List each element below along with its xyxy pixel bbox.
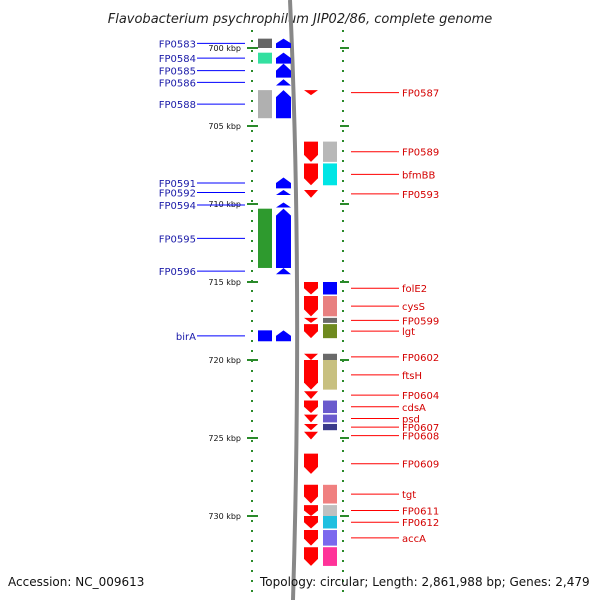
gene-arrow-ftsH[interactable]	[304, 360, 318, 390]
gene-arrow-FP0596[interactable]	[276, 267, 291, 275]
cog-bar	[323, 516, 337, 529]
gene-label[interactable]: FP0587	[402, 89, 439, 100]
cog-bar	[323, 414, 337, 423]
left-gene-track: FP0583FP0584FP0585FP0586FP0588FP0591FP05…	[159, 38, 291, 343]
cog-bar	[323, 484, 337, 504]
cog-bar	[258, 52, 272, 64]
cog-bar	[323, 163, 337, 186]
gene-label[interactable]: FP0602	[402, 353, 439, 364]
map-title: Flavobacterium psychrophilum JIP02/86, c…	[108, 12, 493, 27]
gene-label[interactable]: psd	[402, 415, 420, 426]
gene-arrow-FP0611[interactable]	[304, 505, 318, 516]
gene-arrow-FP0588[interactable]	[276, 90, 291, 119]
cog-bar	[323, 296, 337, 317]
cog-bar	[258, 90, 272, 119]
gene-label[interactable]: FP0594	[159, 201, 196, 212]
gene-label[interactable]: FP0586	[159, 78, 196, 89]
scale-tick-label: 720 kbp	[208, 356, 241, 365]
gene-label[interactable]: FP0593	[402, 190, 439, 201]
gene-arrow-FP0609[interactable]	[304, 453, 318, 474]
gene-label[interactable]: FP0607	[402, 423, 439, 434]
gene-label[interactable]: accA	[402, 534, 426, 545]
topology-text: Topology: circular; Length: 2,861,988 bp…	[259, 575, 590, 589]
cog-bar	[323, 530, 337, 546]
cog-bar	[323, 360, 337, 390]
cog-bar	[323, 141, 337, 162]
gene-label[interactable]: FP0608	[402, 432, 439, 443]
gene-arrow-FP0594[interactable]	[276, 202, 291, 208]
gene-arrow-accA[interactable]	[304, 530, 318, 546]
cog-bar	[323, 353, 337, 360]
gene-arrow-FP0583[interactable]	[276, 38, 291, 48]
gene-label[interactable]: FP0611	[402, 507, 439, 518]
right-gene-track: FP0587 FP0589 bfmBB FP0593 folE2 cysS FP0599lg…	[304, 89, 439, 566]
gene-arrow-FP0587[interactable]	[304, 90, 318, 96]
gene-label[interactable]: FP0609	[402, 460, 439, 471]
gene-label[interactable]: FP0599	[402, 316, 439, 327]
gene-label[interactable]: birA	[176, 332, 196, 343]
scale-tick-label: 715 kbp	[208, 278, 241, 287]
gene-label[interactable]: cdsA	[402, 403, 426, 414]
gene-arrow-FP0595[interactable]	[276, 208, 291, 268]
gene-arrow-bfmBB[interactable]	[304, 163, 318, 186]
gene-arrow-FP0592[interactable]	[276, 189, 291, 195]
gene-arrow-FP0586[interactable]	[276, 79, 291, 86]
accession-text: Accession: NC_009613	[8, 575, 144, 589]
gene-arrow-FP0607[interactable]	[304, 423, 318, 431]
gene-arrow-FP0585[interactable]	[276, 63, 291, 78]
cog-bar	[323, 282, 337, 295]
scale-tick-label: 700 kbp	[208, 44, 241, 53]
gene-label[interactable]: FP0585	[159, 67, 196, 78]
cog-bar	[258, 208, 272, 268]
gene-label[interactable]: FP0584	[159, 54, 196, 65]
scale-tick-label: 725 kbp	[208, 434, 241, 443]
gene-arrow-tgt[interactable]	[304, 484, 318, 504]
gene-label[interactable]: FP0592	[159, 188, 196, 199]
cog-bar	[323, 547, 337, 566]
cog-bar	[323, 423, 337, 431]
gene-arrow-unnamed[interactable]	[304, 547, 318, 566]
cog-bar	[323, 324, 337, 339]
gene-label[interactable]: FP0596	[159, 267, 196, 278]
cog-bar	[258, 38, 272, 48]
gene-label[interactable]: FP0589	[402, 148, 439, 159]
cog-bar	[323, 505, 337, 516]
gene-label[interactable]: bfmBB	[402, 170, 435, 181]
gene-arrow-psd[interactable]	[304, 414, 318, 423]
gene-arrow-FP0584[interactable]	[276, 52, 291, 64]
genome-backbone	[288, 0, 300, 600]
gene-label[interactable]: FP0604	[402, 391, 439, 402]
gene-label[interactable]: FP0595	[159, 234, 196, 245]
gene-arrow-lgt[interactable]	[304, 324, 318, 339]
scale-tick-label: 730 kbp	[208, 512, 241, 521]
cog-bar	[323, 317, 337, 323]
gene-arrow-FP0608[interactable]	[304, 431, 318, 440]
gene-arrow-FP0602[interactable]	[304, 353, 318, 360]
gene-label[interactable]: tgt	[402, 490, 416, 501]
scale-tick-label: 705 kbp	[208, 122, 241, 131]
gene-label[interactable]: FP0612	[402, 518, 439, 529]
gene-arrow-FP0591[interactable]	[276, 177, 291, 189]
gene-label[interactable]: FP0583	[159, 39, 196, 50]
gene-label[interactable]: ftsH	[402, 371, 422, 382]
gene-arrow-folE2[interactable]	[304, 282, 318, 295]
gene-label[interactable]: cysS	[402, 302, 425, 313]
cog-bar	[323, 400, 337, 414]
gene-arrow-birA[interactable]	[276, 330, 291, 342]
gene-label[interactable]: FP0591	[159, 179, 196, 190]
gene-arrow-cdsA[interactable]	[304, 400, 318, 414]
gene-arrow-FP0593[interactable]	[304, 189, 318, 198]
gene-label[interactable]: FP0588	[159, 100, 196, 111]
gene-arrow-FP0599[interactable]	[304, 317, 318, 323]
gene-arrow-cysS[interactable]	[304, 296, 318, 317]
gene-label[interactable]: folE2	[402, 284, 427, 295]
gene-arrow-FP0604[interactable]	[304, 391, 318, 399]
gene-arrow-FP0589[interactable]	[304, 141, 318, 162]
gene-label[interactable]: lgt	[402, 327, 415, 338]
gene-arrow-FP0612[interactable]	[304, 516, 318, 529]
cog-bar	[258, 330, 272, 342]
